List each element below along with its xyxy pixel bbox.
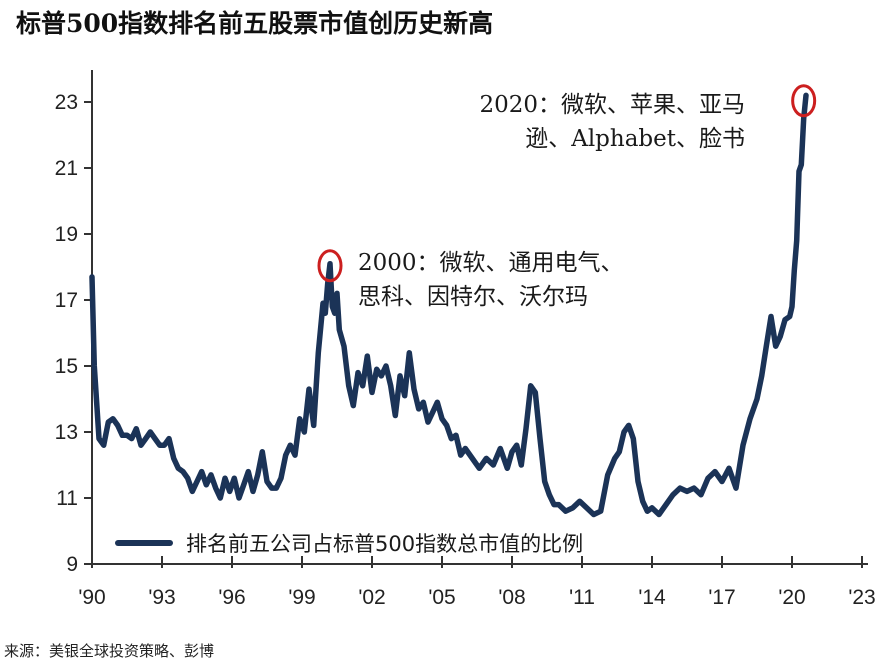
x-tick-label: '96 [218, 586, 245, 609]
annotation-2000-line1: 2000：微软、通用电气、 [358, 250, 624, 276]
x-tick-label: '14 [638, 586, 666, 609]
y-tick-label: 13 [55, 421, 78, 444]
x-tick-label: '11 [569, 586, 595, 609]
legend: 排名前五公司占标普500指数总市值的比例 [115, 532, 583, 556]
legend-label: 排名前五公司占标普500指数总市值的比例 [186, 532, 583, 556]
highlight-circle [317, 249, 343, 283]
y-tick-label: 11 [56, 487, 78, 510]
annotations: 2000：微软、通用电气、思科、因特尔、沃尔玛 2020：微软、苹果、亚马逊、Al… [317, 84, 817, 310]
y-tick-label: 23 [55, 91, 78, 114]
chart-title: 标普500指数排名前五股票市值创历史新高 [16, 9, 494, 38]
x-tick-label: '02 [358, 586, 385, 609]
y-tick-label: 9 [66, 553, 78, 576]
x-tick-label: '90 [78, 586, 105, 609]
x-tick-label: '93 [148, 586, 175, 609]
x-tick-label: '99 [288, 586, 315, 609]
annotation-2020-line1: 2020：微软、苹果、亚马 [479, 92, 745, 118]
y-tick-label: 19 [55, 223, 78, 246]
highlight-circle [791, 84, 817, 118]
x-tick-label: '20 [778, 586, 805, 609]
source-note: 来源：美银全球投资策略、彭博 [4, 642, 215, 660]
data-line [89, 92, 809, 518]
x-tick-label: '17 [708, 586, 735, 609]
y-tick-label: 17 [55, 289, 78, 312]
y-axis: 9 11 13 15 17 19 21 23 [55, 70, 93, 576]
x-axis: '90 '93 '96 '99 '02 '05 '08 '11 '14 '17 '20 '23 [78, 556, 876, 609]
x-tick-label: '08 [498, 586, 525, 609]
annotation-2020-line2: 逊、Alphabet、脸书 [525, 126, 745, 152]
x-tick-label: '05 [428, 586, 455, 609]
y-tick-label: 15 [55, 355, 78, 378]
y-tick-label: 21 [55, 157, 78, 180]
x-tick-label: '23 [848, 586, 875, 609]
annotation-2000-line2: 思科、因特尔、沃尔玛 [358, 284, 588, 310]
